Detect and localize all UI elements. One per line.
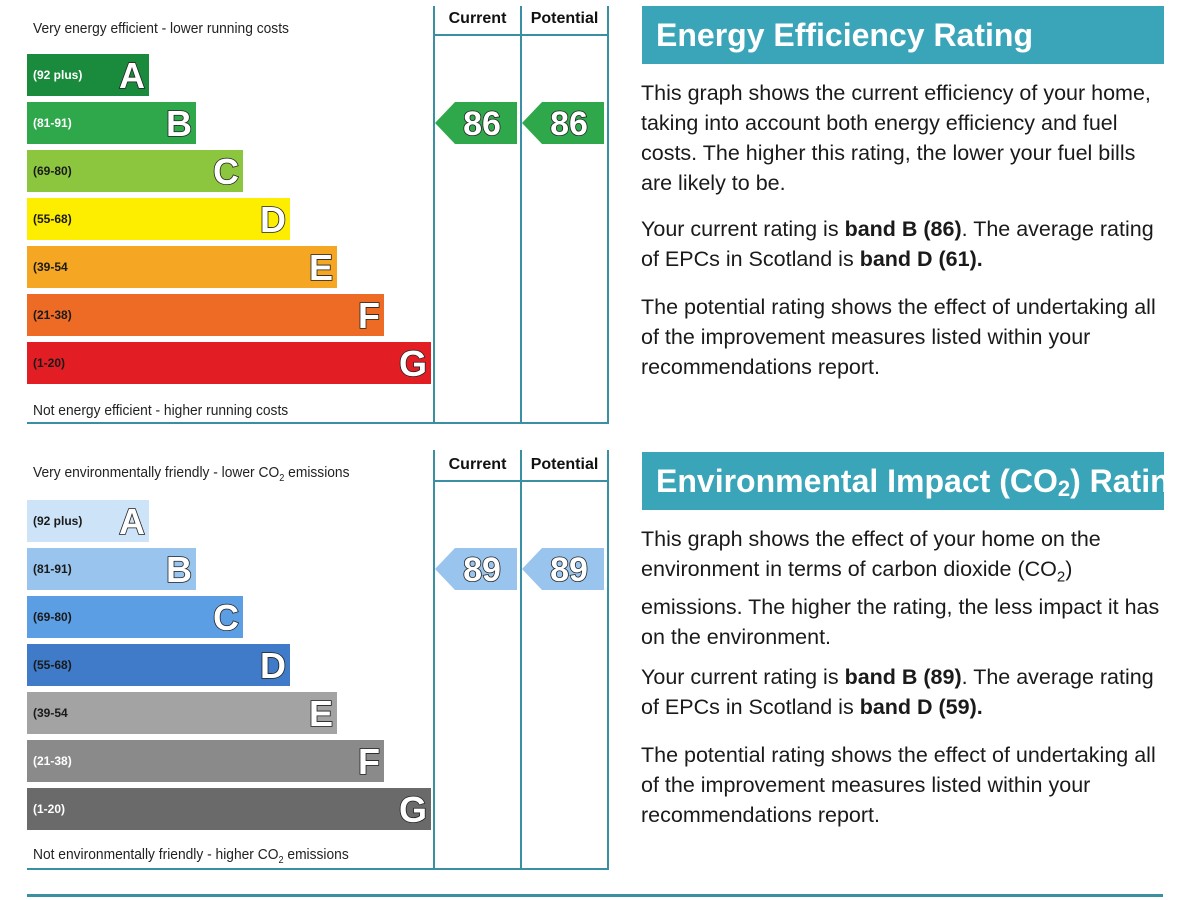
band-letter: F bbox=[357, 294, 381, 337]
column-divider bbox=[520, 6, 522, 424]
band-a: (92 plus) A bbox=[27, 500, 149, 543]
band-range-label: (39-54 bbox=[33, 706, 68, 720]
band-letter: E bbox=[308, 692, 334, 735]
energy-current-rating-text: Your current rating is band B (86). The … bbox=[641, 217, 1154, 271]
band-d: (55-68) D bbox=[27, 644, 290, 687]
band-range-label: (55-68) bbox=[33, 212, 72, 226]
bottom-caption: Not energy efficient - higher running co… bbox=[33, 402, 289, 419]
bottom-caption: Not environmentally friendly - higher CO… bbox=[33, 846, 349, 866]
band-c: (69-80) C bbox=[27, 596, 243, 639]
column-divider bbox=[607, 450, 609, 870]
current-rating-value: 89 bbox=[462, 550, 501, 590]
band-range-label: (55-68) bbox=[33, 658, 72, 672]
potential-header: Potential bbox=[530, 456, 599, 473]
column-divider bbox=[520, 450, 522, 870]
current-rating-arrow: 86 bbox=[435, 102, 517, 144]
column-divider bbox=[433, 6, 435, 424]
band-range-label: (21-38) bbox=[33, 308, 72, 322]
band-range-label: (21-38) bbox=[33, 754, 72, 768]
band-range-label: (1-20) bbox=[33, 802, 66, 816]
band-g: (1-20) G bbox=[27, 788, 431, 831]
band-letter: D bbox=[259, 644, 287, 687]
arrow-shape bbox=[435, 102, 517, 144]
environmental-potential-text: The potential rating shows the effect of… bbox=[641, 743, 1156, 827]
header-divider bbox=[433, 34, 609, 36]
header-divider bbox=[433, 480, 609, 482]
environmental-heading: Environmental Impact (CO2) Rating bbox=[642, 452, 1189, 510]
band-e: (39-54 E bbox=[27, 246, 337, 289]
band-d: (55-68) D bbox=[27, 198, 290, 241]
energy-description: This graph shows the current efficiency … bbox=[641, 81, 1151, 195]
band-a: (92 plus) A bbox=[27, 54, 149, 97]
band-f: (21-38) F bbox=[27, 740, 384, 783]
band-letter: F bbox=[357, 740, 381, 783]
potential-header: Potential bbox=[530, 10, 599, 27]
top-caption: Very energy efficient - lower running co… bbox=[33, 20, 289, 37]
energy-potential-text: The potential rating shows the effect of… bbox=[641, 295, 1156, 379]
band-range-label: (81-91) bbox=[33, 116, 72, 130]
potential-rating-value: 86 bbox=[549, 104, 588, 144]
band-range-label: (1-20) bbox=[33, 356, 66, 370]
top-caption: Very environmentally friendly - lower CO… bbox=[33, 464, 350, 484]
column-divider bbox=[607, 6, 609, 424]
band-letter: A bbox=[118, 54, 146, 97]
arrow-shape bbox=[522, 548, 604, 590]
band-range-label: (81-91) bbox=[33, 562, 72, 576]
band-b: (81-91) B bbox=[27, 102, 196, 145]
environmental-impact-section: Very environmentally friendly - lower CO… bbox=[0, 446, 1200, 891]
potential-rating-arrow: 89 bbox=[522, 548, 604, 590]
footer-divider bbox=[27, 894, 1163, 897]
current-rating-arrow: 89 bbox=[435, 548, 517, 590]
arrow-shape bbox=[522, 102, 604, 144]
band-letter: G bbox=[398, 342, 428, 385]
column-divider bbox=[433, 450, 435, 870]
current-header: Current bbox=[448, 456, 507, 473]
current-header: Current bbox=[448, 10, 507, 27]
arrow-shape bbox=[435, 548, 517, 590]
band-range-label: (69-80) bbox=[33, 164, 72, 178]
band-letter: E bbox=[308, 246, 334, 289]
band-range-label: (39-54 bbox=[33, 260, 68, 274]
band-letter: G bbox=[398, 788, 428, 831]
band-letter: D bbox=[259, 198, 287, 241]
bottom-border bbox=[27, 422, 609, 424]
energy-heading: Energy Efficiency Rating bbox=[642, 6, 1164, 64]
band-c: (69-80) C bbox=[27, 150, 243, 193]
potential-rating-value: 89 bbox=[549, 550, 588, 590]
band-b: (81-91) B bbox=[27, 548, 196, 591]
potential-rating-arrow: 86 bbox=[522, 102, 604, 144]
energy-efficiency-section: Very energy efficient - lower running co… bbox=[0, 0, 1200, 445]
band-letter: B bbox=[165, 102, 193, 145]
environmental-current-rating-text: Your current rating is band B (89). The … bbox=[641, 665, 1154, 719]
environmental-description: This graph shows the effect of your home… bbox=[641, 527, 1160, 650]
band-letter: A bbox=[118, 500, 146, 543]
current-rating-value: 86 bbox=[462, 104, 501, 144]
band-range-label: (69-80) bbox=[33, 610, 72, 624]
bottom-border bbox=[27, 868, 609, 870]
band-f: (21-38) F bbox=[27, 294, 384, 337]
band-range-label: (92 plus) bbox=[33, 514, 83, 528]
band-e: (39-54 E bbox=[27, 692, 337, 735]
band-letter: C bbox=[212, 596, 240, 639]
band-range-label: (92 plus) bbox=[33, 68, 83, 82]
band-letter: B bbox=[165, 548, 193, 591]
band-letter: C bbox=[212, 150, 240, 193]
band-g: (1-20) G bbox=[27, 342, 431, 385]
